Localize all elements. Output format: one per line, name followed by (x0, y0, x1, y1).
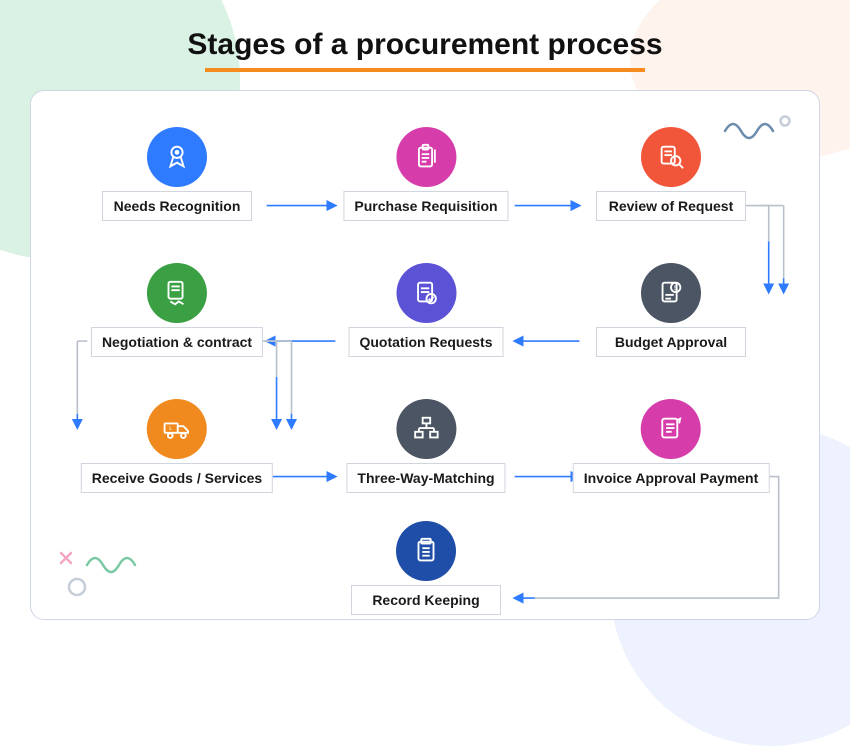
node-n4: $ Budget Approval (596, 263, 746, 357)
svg-text:$: $ (674, 285, 678, 292)
node-n1: Needs Recognition (102, 127, 252, 221)
node-label: Receive Goods / Services (81, 463, 273, 493)
node-n8: Three-Way-Matching (346, 399, 505, 493)
node-label: Needs Recognition (102, 191, 252, 221)
title-text: Stages of a procurement process (187, 28, 662, 61)
node-label: Purchase Requisition (343, 191, 508, 221)
nodes-layer: Needs Recognition Purchase Requisition Rev… (31, 91, 819, 619)
node-label: Review of Request (596, 191, 746, 221)
node-n10: Record Keeping (351, 521, 501, 615)
title-underline (205, 68, 645, 72)
doodle-wave-top (723, 113, 793, 143)
node-n9: Invoice Approval Payment (573, 399, 770, 493)
invoice-icon (641, 399, 701, 459)
node-n7: L Receive Goods / Services (81, 399, 273, 493)
archive-icon (396, 521, 456, 581)
truck-icon: L (147, 399, 207, 459)
doodle-bottom-left (57, 549, 167, 599)
node-label: Invoice Approval Payment (573, 463, 770, 493)
money-doc-icon: $ (641, 263, 701, 323)
node-label: Quotation Requests (348, 327, 503, 357)
svg-text:L: L (170, 426, 173, 432)
handshake-doc-icon (147, 263, 207, 323)
node-label: Budget Approval (596, 327, 746, 357)
node-n2: Purchase Requisition (343, 127, 508, 221)
node-n5: Quotation Requests (348, 263, 503, 357)
award-icon (147, 127, 207, 187)
org-chart-icon (396, 399, 456, 459)
node-n6: Negotiation & contract (91, 263, 263, 357)
node-label: Record Keeping (351, 585, 501, 615)
search-doc-icon (641, 127, 701, 187)
doc-check-icon (396, 263, 456, 323)
page-title: Stages of a procurement process (0, 0, 850, 72)
node-label: Three-Way-Matching (346, 463, 505, 493)
clipboard-icon (396, 127, 456, 187)
diagram-panel: Needs Recognition Purchase Requisition Rev… (30, 90, 820, 620)
node-label: Negotiation & contract (91, 327, 263, 357)
